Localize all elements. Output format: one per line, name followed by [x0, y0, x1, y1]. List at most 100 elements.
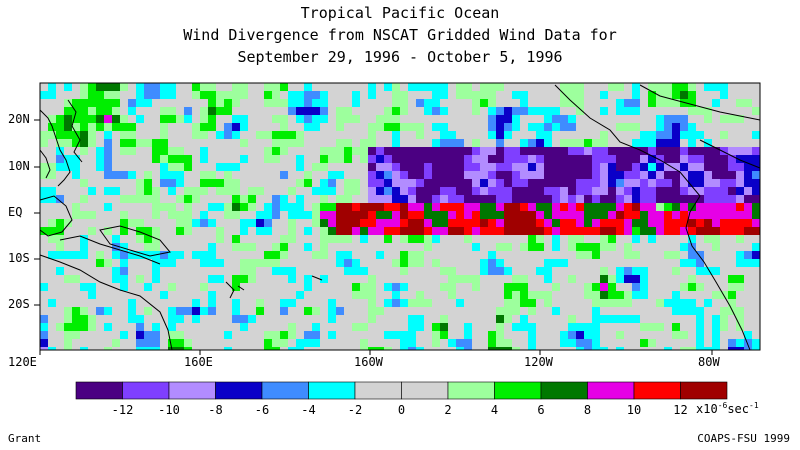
field-cell [328, 99, 336, 107]
field-cell [440, 147, 448, 155]
field-cell [192, 163, 200, 171]
field-cell [176, 163, 184, 171]
field-cell [496, 99, 504, 107]
field-cell [592, 251, 600, 259]
field-cell [352, 123, 360, 131]
field-cell [352, 235, 360, 243]
field-cell [744, 251, 752, 259]
field-cell [320, 211, 328, 219]
field-cell [144, 235, 152, 243]
field-cell [720, 147, 728, 155]
field-cell [328, 179, 336, 187]
field-cell [224, 195, 232, 203]
colorbar-units: x10-6sec-1 [696, 401, 759, 416]
field-cell [464, 179, 472, 187]
field-cell [536, 307, 544, 315]
field-cell [328, 123, 336, 131]
field-cell [328, 307, 336, 315]
field-cell [552, 147, 560, 155]
field-cell [208, 91, 216, 99]
field-cell [728, 275, 736, 283]
field-cell [232, 91, 240, 99]
field-cell [560, 339, 568, 347]
field-cell [368, 219, 376, 227]
field-cell [40, 163, 48, 171]
field-cell [544, 139, 552, 147]
field-cell [56, 195, 64, 203]
field-cell [568, 99, 576, 107]
field-cell [176, 235, 184, 243]
field-cell [448, 283, 456, 291]
field-cell [232, 267, 240, 275]
field-cell [632, 291, 640, 299]
field-cell [376, 291, 384, 299]
field-cell [680, 347, 688, 350]
field-cell [344, 203, 352, 211]
field-cell [632, 243, 640, 251]
field-cell [712, 115, 720, 123]
field-cell [448, 307, 456, 315]
field-cell [688, 195, 696, 203]
field-cell [184, 195, 192, 203]
field-cell [176, 203, 184, 211]
field-cell [744, 299, 752, 307]
field-cell [216, 315, 224, 323]
field-cell [72, 187, 80, 195]
field-cell [304, 147, 312, 155]
field-cell [152, 187, 160, 195]
field-cell [552, 267, 560, 275]
field-cell [328, 275, 336, 283]
field-cell [304, 83, 312, 91]
field-cell [288, 99, 296, 107]
field-cell [328, 83, 336, 91]
field-cell [440, 323, 448, 331]
field-cell [656, 139, 664, 147]
field-cell [48, 283, 56, 291]
field-cell [672, 115, 680, 123]
field-cell [360, 203, 368, 211]
field-cell [656, 171, 664, 179]
field-cell [424, 187, 432, 195]
field-cell [376, 339, 384, 347]
field-cell [592, 91, 600, 99]
field-cell [184, 131, 192, 139]
field-cell [320, 315, 328, 323]
field-cell [304, 195, 312, 203]
field-cell [512, 307, 520, 315]
field-cell [40, 291, 48, 299]
field-cell [616, 291, 624, 299]
field-cell [240, 283, 248, 291]
field-cell [528, 107, 536, 115]
field-cell [232, 131, 240, 139]
field-cell [496, 283, 504, 291]
title-line-3: September 29, 1996 - October 5, 1996 [237, 48, 563, 66]
field-cell [360, 235, 368, 243]
field-cell [520, 139, 528, 147]
field-cell [240, 139, 248, 147]
field-cell [704, 283, 712, 291]
field-cell [168, 267, 176, 275]
field-cell [176, 339, 184, 347]
field-cell [464, 219, 472, 227]
field-cell [736, 91, 744, 99]
field-cell [408, 291, 416, 299]
field-cell [80, 155, 88, 163]
field-cell [280, 171, 288, 179]
field-cell [400, 307, 408, 315]
field-cell [320, 251, 328, 259]
field-cell [544, 299, 552, 307]
field-cell [120, 283, 128, 291]
field-cell [608, 211, 616, 219]
field-cell [576, 83, 584, 91]
field-cell [752, 227, 760, 235]
field-cell [696, 259, 704, 267]
field-cell [264, 283, 272, 291]
field-cell [672, 243, 680, 251]
field-cell [568, 323, 576, 331]
field-cell [160, 163, 168, 171]
field-cell [528, 203, 536, 211]
field-cell [208, 155, 216, 163]
field-cell [168, 339, 176, 347]
field-cell [584, 243, 592, 251]
field-cell [192, 259, 200, 267]
